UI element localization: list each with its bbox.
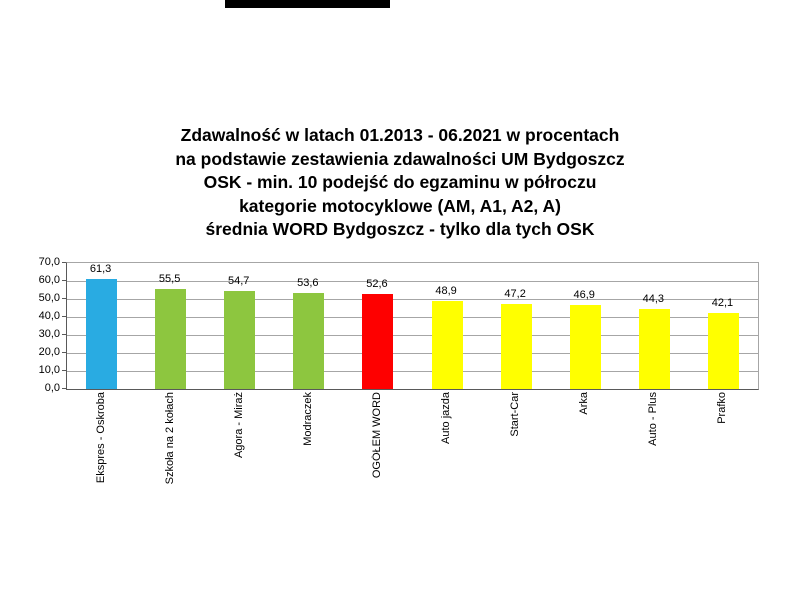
gridline	[67, 335, 758, 336]
plot-area	[66, 262, 759, 390]
bar-4	[293, 292, 325, 389]
category-label-text: Arka	[578, 392, 591, 415]
bar-value-label: 54,7	[228, 274, 250, 287]
category-label: Auto jazda	[412, 392, 481, 504]
category-label: Modraczek	[273, 392, 342, 504]
category-label: Auto - Plus	[619, 392, 688, 504]
y-axis-tick-label: 0,0	[44, 381, 60, 394]
category-label-text: Auto jazda	[440, 392, 453, 444]
bar-8	[569, 304, 601, 389]
chart-title: Zdawalność w latach 01.2013 - 06.2021 w …	[0, 124, 800, 242]
chart-title-line-5: średnia WORD Bydgoszcz - tylko dla tych …	[205, 219, 595, 239]
bar-5	[362, 294, 394, 389]
gridline	[67, 281, 758, 282]
chart-title-line-2: na podstawie zestawienia zdawalności UM …	[175, 148, 625, 169]
redacted-bar	[225, 0, 390, 8]
chart-title-line-4: kategorie motocyklowe (AM, A1, A2, A)	[239, 195, 561, 216]
category-label: Agora - Miraż	[204, 392, 273, 504]
category-label-text: Start-Car	[509, 392, 522, 437]
category-label: Prafko	[688, 392, 757, 504]
category-label: Szkoła na 2 kołach	[135, 392, 204, 504]
chart-title-line-1: Zdawalność w latach 01.2013 - 06.2021 w …	[180, 125, 620, 145]
y-axis-tick-mark	[62, 298, 66, 299]
bar-value-label: 47,2	[504, 288, 526, 301]
bar-value-label: 61,3	[89, 262, 112, 275]
y-axis-tick-mark	[62, 388, 66, 389]
y-axis-tick-label: 30,0	[38, 327, 60, 340]
y-axis-tick-mark	[62, 262, 66, 263]
y-axis-tick-label: 60,0	[38, 273, 60, 286]
bar-1	[86, 278, 118, 389]
bar-value-label: 53,6	[297, 276, 319, 289]
bar-9	[638, 309, 670, 389]
bar-6	[431, 300, 463, 389]
gridline	[67, 299, 758, 300]
gridline	[67, 353, 758, 354]
bar-value-label: 52,6	[366, 278, 388, 291]
bar-value-label: 44,3	[642, 293, 665, 306]
y-axis-tick-mark	[62, 316, 66, 317]
y-axis-tick-label: 50,0	[38, 291, 60, 304]
bar-2	[155, 289, 187, 389]
y-axis-tick-label: 20,0	[38, 345, 60, 358]
y-axis-tick-mark	[62, 370, 66, 371]
bar-value-label: 48,9	[435, 284, 457, 297]
category-label: Arka	[550, 392, 619, 504]
category-label-text: Agora - Miraż	[232, 392, 245, 459]
y-axis-tick-mark	[62, 334, 66, 335]
category-label: Start-Car	[481, 392, 550, 504]
category-label-text: Ekspres - Oskroba	[94, 392, 107, 484]
y-axis-tick-mark	[62, 352, 66, 353]
bar-7	[500, 304, 532, 389]
bar-value-label: 46,9	[573, 288, 595, 301]
category-label-text: Prafko	[716, 392, 729, 424]
bar-10	[707, 313, 739, 389]
gridline	[67, 371, 758, 372]
y-axis-tick-label: 40,0	[38, 309, 60, 322]
chart-title-line-3: OSK - min. 10 podejść do egzaminu w półr…	[203, 172, 597, 192]
bar-value-label: 55,5	[158, 273, 181, 286]
bar-value-label: 42,1	[711, 297, 734, 310]
y-axis-tick-label: 70,0	[38, 255, 60, 268]
category-label: OGÓŁEM WORD	[342, 392, 411, 504]
category-label-text: Modraczek	[301, 392, 314, 446]
category-label-text: Szkoła na 2 kołach	[163, 392, 176, 485]
y-axis-tick-label: 10,0	[38, 363, 60, 376]
category-label: Ekspres - Oskroba	[66, 392, 135, 504]
category-label-text: Auto - Plus	[647, 392, 660, 446]
category-label-text: OGÓŁEM WORD	[370, 392, 383, 479]
y-axis-tick-mark	[62, 280, 66, 281]
gridline	[67, 317, 758, 318]
bar-3	[224, 290, 256, 389]
